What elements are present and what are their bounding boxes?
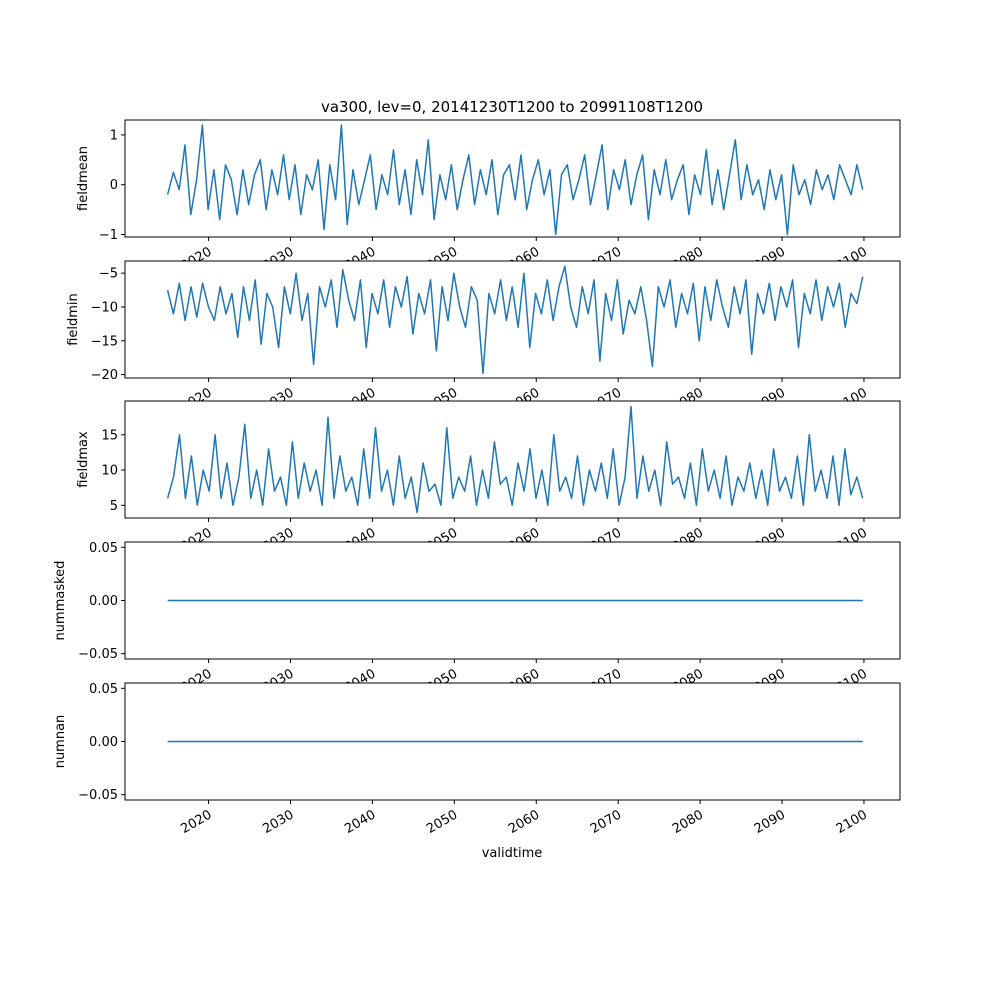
y-axis-label: fieldmax <box>76 431 91 488</box>
y-axis-label: fieldmean <box>76 146 91 211</box>
y-axis-label: fieldmin <box>66 293 81 346</box>
y-tick-label: 5 <box>110 499 118 514</box>
y-tick-label: −1 <box>99 228 118 243</box>
series-line-fieldmin <box>166 265 864 375</box>
y-tick-label: −0.05 <box>78 788 118 803</box>
y-tick-label: 0.05 <box>89 682 118 697</box>
axes-frame <box>124 119 901 238</box>
y-axis-label: nummasked <box>53 561 68 641</box>
y-tick-label: 0.00 <box>89 594 118 609</box>
x-axis-label: validtime <box>482 846 543 861</box>
y-tick-label: −20 <box>91 368 118 383</box>
chart-title: va300, lev=0, 20141230T1200 to 20991108T… <box>321 98 703 116</box>
y-tick-label: 0.00 <box>89 735 118 750</box>
y-axis-label: numnan <box>53 715 68 769</box>
y-tick-label: 15 <box>101 428 118 443</box>
y-tick-label: 0 <box>110 178 118 193</box>
y-tick-label: 10 <box>101 464 118 479</box>
y-tick-label: −15 <box>91 334 118 349</box>
axes-frame <box>124 400 901 519</box>
axes-frame <box>124 260 901 379</box>
series-line-fieldmean <box>166 124 864 236</box>
y-tick-label: 1 <box>110 128 118 143</box>
series-line-fieldmax <box>166 405 864 514</box>
y-tick-label: −0.05 <box>78 647 118 662</box>
y-tick-label: −5 <box>99 267 118 282</box>
y-tick-label: −10 <box>91 300 118 315</box>
y-tick-label: 0.05 <box>89 541 118 556</box>
axes-background <box>125 261 900 378</box>
